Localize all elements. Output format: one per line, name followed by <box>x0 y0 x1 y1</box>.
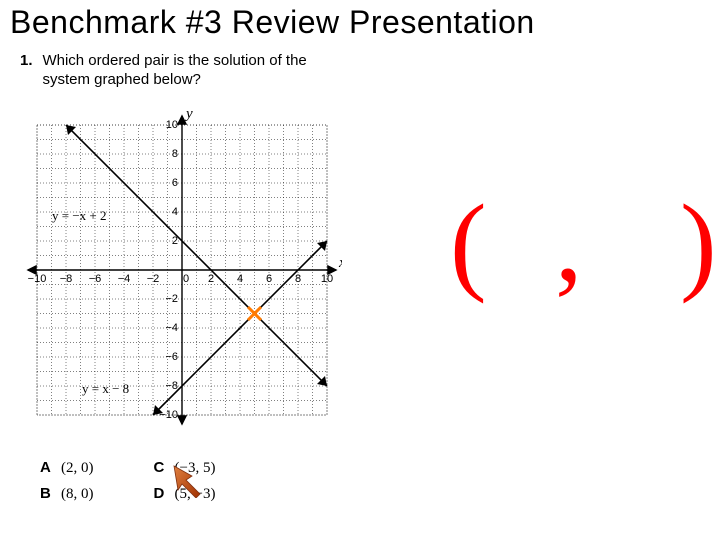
question-number: 1. <box>20 52 38 69</box>
x-tick-labels: −10 −8 −6 −4 −2 0 2 4 6 8 10 <box>28 273 333 285</box>
svg-text:−4: −4 <box>118 273 131 285</box>
svg-text:2: 2 <box>208 273 214 285</box>
question-text: Which ordered pair is the solution of th… <box>42 52 342 90</box>
line-1-equation: y = −x + 2 <box>52 208 107 223</box>
axes <box>28 116 336 424</box>
line-2 <box>153 241 327 415</box>
question-block: 1. Which ordered pair is the solution of… <box>20 52 360 90</box>
svg-text:10: 10 <box>166 119 178 131</box>
svg-text:8: 8 <box>295 273 301 285</box>
svg-text:−6: −6 <box>165 351 178 363</box>
choice-d-letter: D <box>154 485 171 502</box>
choice-c-letter: C <box>154 459 171 476</box>
svg-text:6: 6 <box>266 273 272 285</box>
svg-text:0: 0 <box>183 273 189 285</box>
choice-a-value: (2, 0) <box>61 460 94 476</box>
svg-text:−2: −2 <box>165 293 178 305</box>
choice-b-letter: B <box>40 485 57 502</box>
system-graph: −10 −8 −6 −4 −2 0 2 4 6 8 10 −10 −8 −6 −… <box>22 110 342 430</box>
choice-a-letter: A <box>40 459 57 476</box>
svg-text:−2: −2 <box>147 273 160 285</box>
svg-text:4: 4 <box>172 206 178 218</box>
choice-b-value: (8, 0) <box>61 486 94 502</box>
y-axis-label: y <box>184 110 193 122</box>
line-2-equation: y = x − 8 <box>82 381 129 396</box>
pointer-arrow-icon <box>172 464 206 498</box>
svg-text:−6: −6 <box>89 273 102 285</box>
svg-text:4: 4 <box>237 273 243 285</box>
svg-text:6: 6 <box>172 177 178 189</box>
svg-text:8: 8 <box>172 148 178 160</box>
paren-comma: , <box>555 180 583 307</box>
paren-close: ) <box>680 180 717 307</box>
svg-text:−10: −10 <box>28 273 47 285</box>
svg-text:10: 10 <box>321 273 333 285</box>
svg-text:−4: −4 <box>165 322 178 334</box>
slide-title: Benchmark #3 Review Presentation <box>10 4 535 41</box>
svg-text:−10: −10 <box>159 409 178 421</box>
svg-text:−8: −8 <box>165 380 178 392</box>
paren-open: ( <box>450 180 487 307</box>
svg-text:−8: −8 <box>60 273 73 285</box>
x-axis-label: x <box>338 255 342 271</box>
